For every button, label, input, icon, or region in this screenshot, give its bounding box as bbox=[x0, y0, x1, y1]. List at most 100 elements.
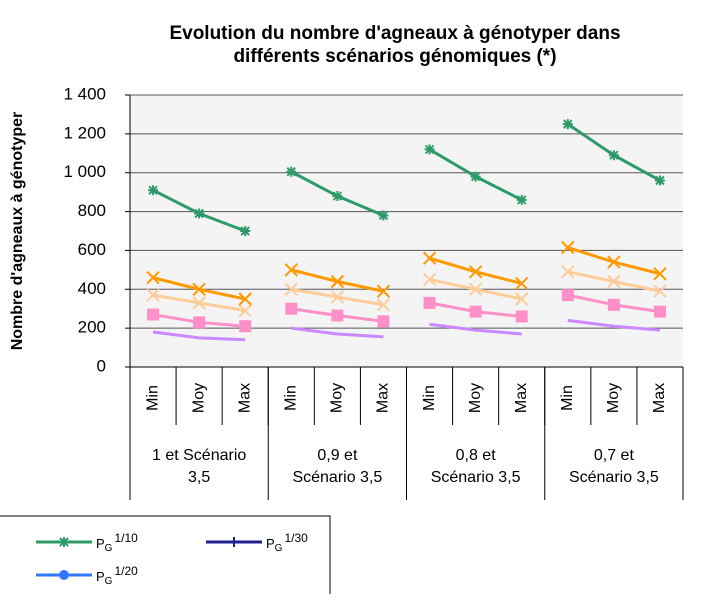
x-tick-label: Min bbox=[421, 385, 438, 411]
marker bbox=[192, 282, 206, 296]
marker bbox=[284, 263, 298, 277]
y-tick-label: 600 bbox=[78, 240, 106, 259]
series-line bbox=[567, 318, 661, 332]
marker bbox=[468, 282, 483, 296]
x-tick-label: Min bbox=[559, 385, 576, 411]
marker bbox=[147, 308, 160, 321]
marker bbox=[239, 320, 252, 333]
marker bbox=[192, 296, 206, 310]
series-line bbox=[291, 326, 384, 339]
group-label: Scénario 3,5 bbox=[431, 469, 521, 486]
x-tick-label: Max bbox=[513, 383, 530, 413]
legend-part: 1/30 bbox=[284, 531, 308, 545]
marker bbox=[377, 315, 390, 328]
group-label: 0,9 et bbox=[317, 447, 358, 464]
marker bbox=[607, 255, 621, 269]
legend-part: 1/10 bbox=[114, 531, 138, 545]
x-tick-label: Moy bbox=[190, 383, 207, 413]
y-tick-label: 1 000 bbox=[63, 162, 106, 181]
chart-title: différents scénarios génomiques (*) bbox=[233, 46, 556, 67]
marker bbox=[148, 185, 159, 196]
marker bbox=[468, 265, 483, 279]
legend-box bbox=[0, 515, 331, 594]
marker bbox=[238, 292, 252, 306]
marker bbox=[516, 194, 527, 205]
marker bbox=[376, 284, 391, 298]
x-tick-label: Max bbox=[651, 383, 668, 413]
x-tick-label: Max bbox=[375, 383, 392, 413]
y-tick-label: 1 400 bbox=[63, 84, 106, 103]
x-tick-label: Moy bbox=[605, 383, 622, 413]
marker bbox=[515, 310, 528, 323]
legend-part: 1/20 bbox=[114, 564, 138, 578]
marker bbox=[470, 171, 481, 182]
legend-part: G bbox=[275, 543, 283, 554]
y-tick-label: 800 bbox=[78, 201, 106, 220]
x-tick-label: Moy bbox=[329, 383, 346, 413]
marker bbox=[469, 305, 482, 318]
marker bbox=[515, 276, 529, 291]
x-tick-label: Moy bbox=[467, 383, 484, 413]
marker bbox=[422, 251, 437, 265]
y-tick-label: 200 bbox=[78, 318, 106, 337]
group-label: 0,7 et bbox=[594, 447, 635, 464]
group-label: Scénario 3,5 bbox=[292, 469, 382, 486]
marker bbox=[561, 240, 575, 255]
x-tick-label: Min bbox=[283, 385, 300, 411]
marker bbox=[330, 274, 345, 289]
group-label: 3,5 bbox=[188, 469, 210, 486]
marker bbox=[285, 302, 298, 315]
marker bbox=[146, 270, 160, 285]
group-label: Scénario 3,5 bbox=[569, 469, 659, 486]
group-label: 0,8 et bbox=[456, 447, 497, 464]
x-tick-label: Min bbox=[144, 385, 161, 411]
marker bbox=[653, 305, 666, 318]
marker bbox=[332, 191, 343, 202]
marker bbox=[423, 296, 436, 309]
y-tick-label: 1 200 bbox=[63, 123, 106, 142]
legend-part: P bbox=[266, 536, 275, 551]
marker bbox=[608, 150, 619, 161]
legend-part: P bbox=[96, 536, 105, 551]
legend-part: G bbox=[105, 576, 113, 587]
marker bbox=[59, 537, 69, 547]
marker bbox=[562, 119, 573, 130]
marker bbox=[424, 144, 435, 155]
legend-part: P bbox=[96, 569, 105, 584]
marker bbox=[193, 316, 206, 329]
marker bbox=[653, 284, 667, 298]
marker bbox=[240, 226, 251, 236]
legend-label: PG1/30 bbox=[266, 531, 308, 553]
series-line bbox=[152, 330, 246, 342]
marker bbox=[376, 298, 391, 312]
legend-part: G bbox=[105, 543, 113, 554]
marker bbox=[607, 298, 620, 311]
y-axis-label: Nombre d'agneaux à génotyper bbox=[9, 112, 26, 351]
marker bbox=[194, 208, 205, 219]
marker bbox=[422, 272, 437, 287]
y-tick-label: 0 bbox=[97, 356, 106, 375]
marker bbox=[607, 274, 621, 289]
x-tick-label: Max bbox=[236, 383, 253, 413]
marker bbox=[515, 292, 529, 306]
marker bbox=[654, 175, 665, 186]
legend-label: PG1/10 bbox=[96, 531, 138, 553]
marker bbox=[238, 303, 252, 318]
chart-title: Evolution du nombre d'agneaux à génotype… bbox=[169, 23, 620, 44]
marker bbox=[331, 309, 344, 322]
marker bbox=[59, 570, 69, 580]
legend-label: PG1/20 bbox=[96, 564, 138, 586]
marker bbox=[330, 290, 345, 304]
marker bbox=[378, 210, 389, 221]
marker bbox=[286, 166, 297, 177]
marker bbox=[284, 282, 298, 296]
group-label: 1 et Scénario bbox=[152, 447, 246, 464]
marker bbox=[146, 288, 160, 302]
marker bbox=[561, 289, 574, 302]
plot-area bbox=[130, 95, 683, 367]
marker bbox=[653, 267, 667, 281]
y-tick-label: 400 bbox=[78, 279, 106, 298]
series-line bbox=[429, 322, 522, 336]
marker bbox=[561, 265, 575, 279]
